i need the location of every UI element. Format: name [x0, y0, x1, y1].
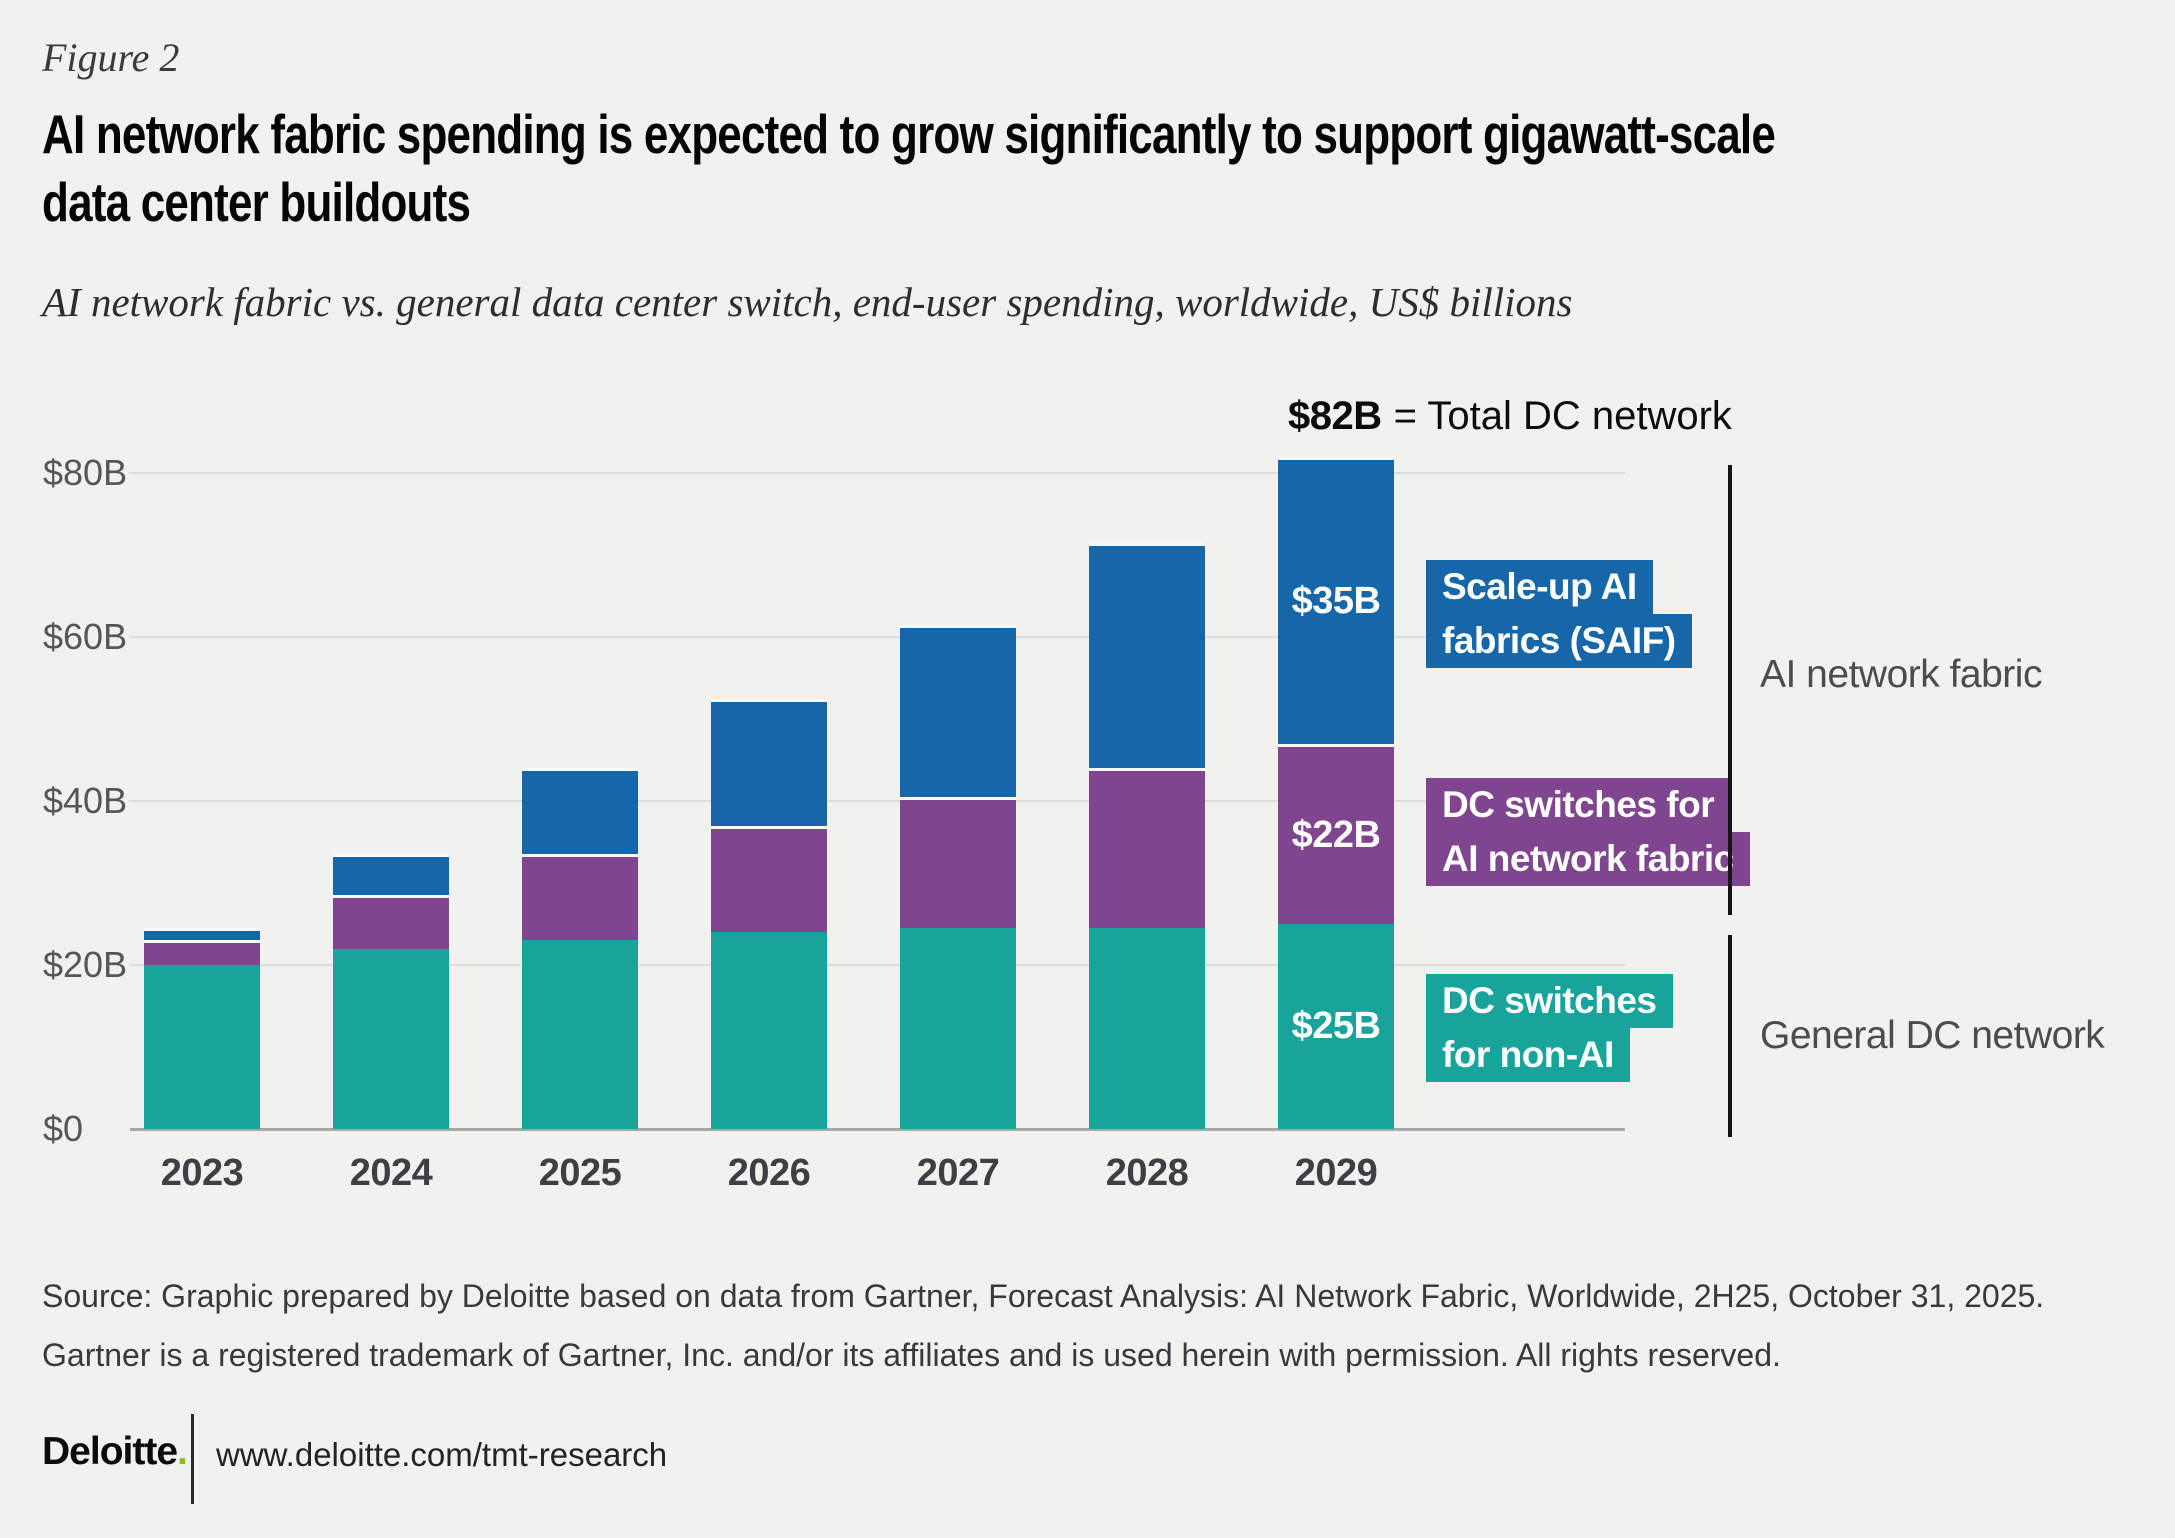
- bar-segment-2028-scale-up-ai-fabrics-saif-: [1089, 542, 1205, 769]
- title-line-2: data center buildouts: [42, 171, 471, 233]
- x-axis-baseline: [130, 1128, 1625, 1131]
- title-line-1: AI network fabric spending is expected t…: [42, 103, 1776, 165]
- bar-segment-2027-dc-switches-for-non-ai: [900, 928, 1016, 1129]
- y-axis-tick-label: $20B: [43, 944, 128, 985]
- bar-segment-2023-dc-switches-for-ai-network-fabric: [144, 940, 260, 965]
- bar-segment-2023-dc-switches-for-non-ai: [144, 965, 260, 1129]
- deloitte-logo-text: Deloitte: [42, 1430, 178, 1473]
- bar-segment-2024-dc-switches-for-non-ai: [333, 948, 449, 1129]
- figure-label: Figure 2: [42, 35, 180, 80]
- bar-segment-2025-dc-switches-for-non-ai: [522, 940, 638, 1129]
- y-axis-tick-label: $40B: [43, 780, 128, 821]
- gridline: [130, 472, 1625, 474]
- legend-chip-line: DC switches for: [1426, 778, 1731, 832]
- bar-segment-2027-scale-up-ai-fabrics-saif-: [900, 624, 1016, 797]
- total-annotation-text: = Total DC network: [1393, 394, 1732, 438]
- x-axis-tick-label: 2026: [727, 1152, 811, 1194]
- bar-segment-2024-dc-switches-for-ai-network-fabric: [333, 895, 449, 949]
- chart-subtitle: AI network fabric vs. general data cente…: [42, 279, 1573, 325]
- bracket-label-general-dc-network: General DC network: [1760, 1014, 2105, 1057]
- bar-segment-2029-dc-switches-for-ai-network-fabric: $22B: [1278, 743, 1394, 924]
- x-axis-tick-label: 2027: [916, 1152, 1000, 1194]
- bar-segment-value-label: $22B: [1291, 813, 1381, 856]
- legend-chip-dc-switches-non-ai: DC switches for non-AI: [1426, 974, 1673, 1082]
- bar-segment-2024-scale-up-ai-fabrics-saif-: [333, 854, 449, 896]
- bar-segment-2026-scale-up-ai-fabrics-saif-: [711, 698, 827, 826]
- source-note: Source: Graphic prepared by Deloitte bas…: [42, 1267, 2122, 1385]
- total-annotation-value: $82B: [1288, 394, 1382, 438]
- gridline: [130, 800, 1625, 802]
- x-axis-tick-label: 2029: [1294, 1152, 1378, 1194]
- bar-segment-2025-dc-switches-for-ai-network-fabric: [522, 854, 638, 941]
- legend-chip-line: DC switches: [1426, 974, 1673, 1028]
- bar-segment-2023-scale-up-ai-fabrics-saif-: [144, 928, 260, 941]
- x-axis-tick-label: 2024: [349, 1152, 433, 1194]
- y-axis-tick-label: $60B: [43, 616, 128, 657]
- legend-chip-line: for non-AI: [1426, 1028, 1630, 1082]
- bar-segment-2028-dc-switches-for-non-ai: [1089, 928, 1205, 1129]
- legend-chip-line: fabrics (SAIF): [1426, 614, 1692, 668]
- bracket-ai-network-fabric: [1728, 465, 1732, 915]
- bar-segment-value-label: $35B: [1291, 580, 1381, 623]
- legend-chip-line: Scale-up AI: [1426, 560, 1653, 614]
- deloitte-logo: Deloitte.: [42, 1430, 188, 1474]
- footer-divider: [191, 1414, 194, 1504]
- legend-chip-scale-up-ai-fabrics: Scale-up AI fabrics (SAIF): [1426, 560, 1692, 668]
- x-axis-tick-label: 2025: [538, 1152, 622, 1194]
- y-axis-tick-label: $80B: [43, 452, 128, 493]
- bar-segment-2027-dc-switches-for-ai-network-fabric: [900, 796, 1016, 929]
- bar-segment-2026-dc-switches-for-ai-network-fabric: [711, 825, 827, 933]
- total-annotation: $82B = Total DC network: [1288, 394, 1732, 439]
- legend-chip-dc-switches-ai: DC switches for AI network fabric: [1426, 778, 1750, 886]
- bar-segment-2026-dc-switches-for-non-ai: [711, 932, 827, 1129]
- gridline: [130, 636, 1625, 638]
- deloitte-logo-green-dot: .: [177, 1430, 188, 1473]
- x-axis-tick-label: 2028: [1105, 1152, 1189, 1194]
- bar-segment-2029-scale-up-ai-fabrics-saif-: $35B: [1278, 456, 1394, 744]
- footer-research-url: www.deloitte.com/tmt-research: [216, 1436, 668, 1473]
- source-line-2: Gartner is a registered trademark of Gar…: [42, 1337, 1781, 1373]
- page-title: AI network fabric spending is expected t…: [42, 100, 2122, 236]
- bar-segment-2028-dc-switches-for-ai-network-fabric: [1089, 768, 1205, 929]
- bar-segment-value-label: $25B: [1291, 1005, 1381, 1047]
- bar-segment-2029-dc-switches-for-non-ai: $25B: [1278, 924, 1394, 1129]
- x-axis-tick-label: 2023: [160, 1152, 244, 1194]
- bracket-label-ai-network-fabric: AI network fabric: [1760, 653, 2042, 696]
- bracket-general-dc-network: [1728, 935, 1732, 1137]
- bar-segment-2025-scale-up-ai-fabrics-saif-: [522, 768, 638, 855]
- y-axis-tick-label: $0: [43, 1108, 84, 1149]
- source-line-1: Source: Graphic prepared by Deloitte bas…: [42, 1278, 2045, 1314]
- gridline: [130, 964, 1625, 966]
- legend-chip-line: AI network fabric: [1426, 832, 1750, 886]
